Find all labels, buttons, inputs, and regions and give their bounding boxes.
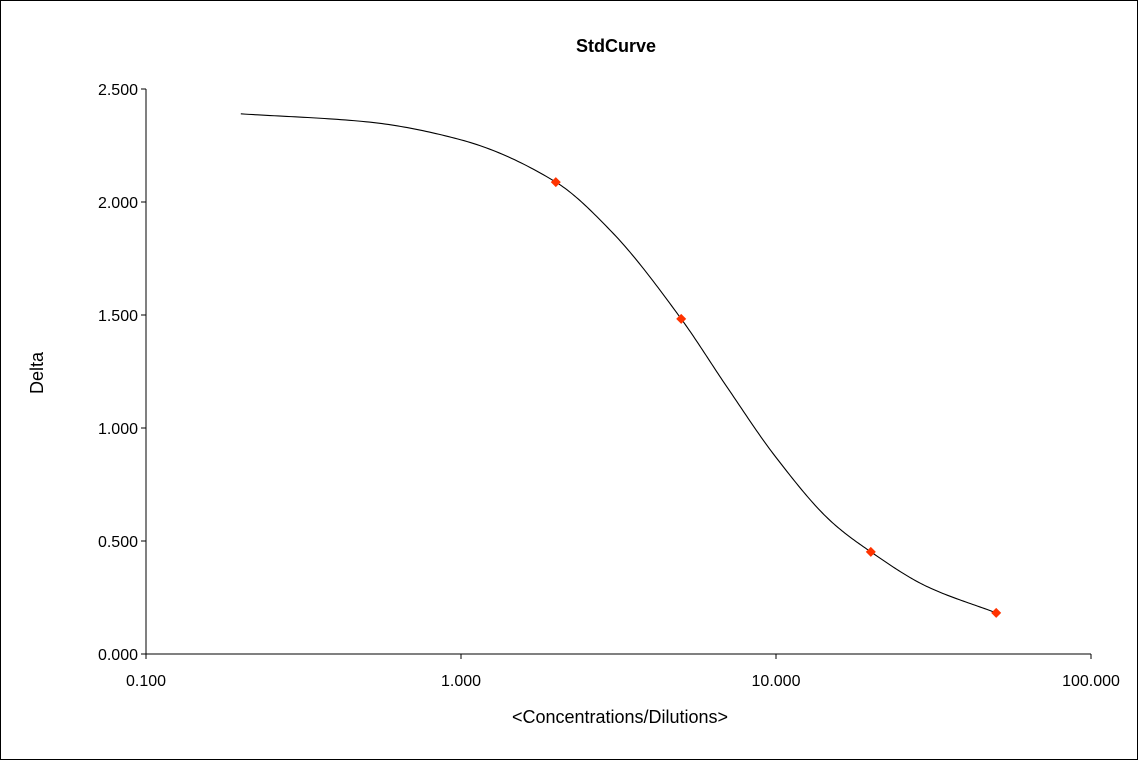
data-point — [550, 177, 561, 188]
data-points-layer — [550, 177, 1002, 618]
y-tick-label: 2.000 — [98, 195, 138, 212]
y-tick-label: 1.000 — [98, 421, 138, 438]
fit-curve-line — [240, 113, 997, 614]
axes: 0.000 0.500 1.000 1.500 2.000 2.500 0.100 1.000… — [98, 82, 1120, 690]
y-tick-label: 0.500 — [98, 534, 138, 551]
chart-title: StdCurve — [576, 36, 656, 56]
x-tick-label: 100.000 — [1062, 673, 1120, 690]
x-axis-label: <Concentrations/Dilutions> — [512, 707, 728, 727]
x-tick-label: 10.000 — [752, 673, 801, 690]
x-tick-label: 1.000 — [441, 673, 481, 690]
y-tick-label: 0.000 — [98, 647, 138, 664]
y-tick-label: 1.500 — [98, 308, 138, 325]
data-point — [991, 607, 1002, 618]
data-point — [676, 313, 687, 324]
y-axis-label: Delta — [27, 351, 47, 394]
x-tick-label: 0.100 — [126, 673, 166, 690]
y-tick-label: 2.500 — [98, 82, 138, 99]
data-point — [865, 546, 876, 557]
fit-curve-layer — [240, 113, 997, 614]
